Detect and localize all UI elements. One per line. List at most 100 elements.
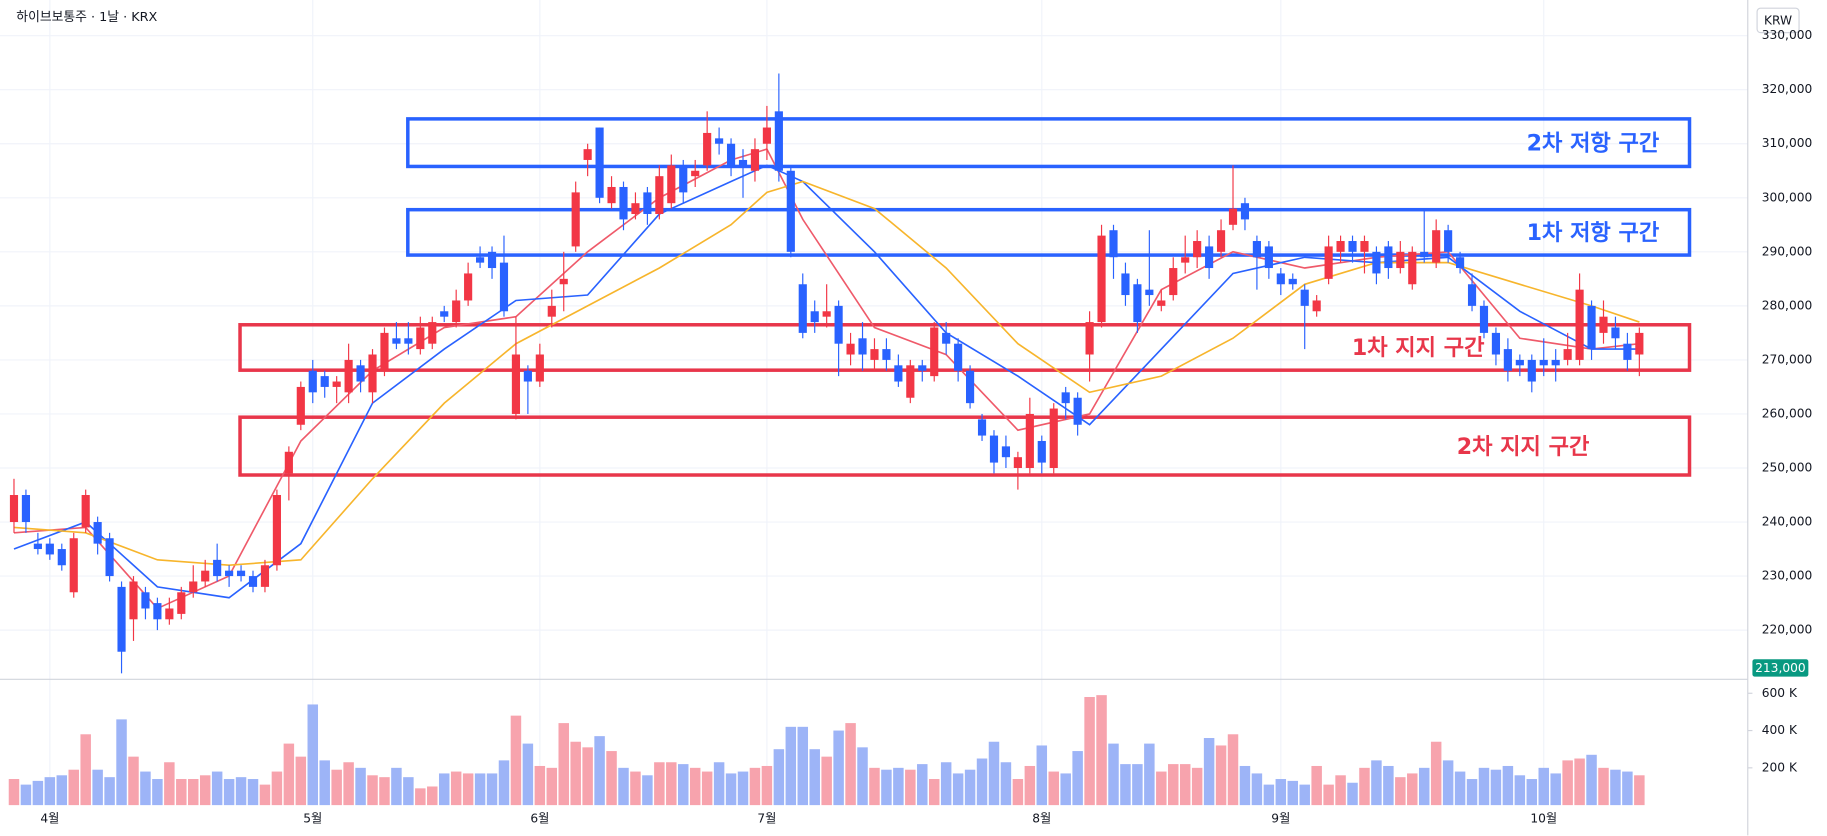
volume-bar (713, 762, 725, 806)
x-tick-label: 7월 (757, 812, 776, 826)
volume-bar (1239, 765, 1251, 806)
candle-body (296, 386, 305, 425)
volume-bar (881, 769, 892, 806)
candle-body (1515, 359, 1524, 366)
candle-body (870, 349, 879, 360)
candle-body (1288, 278, 1297, 285)
candle-body (1025, 413, 1034, 468)
candle-body (308, 370, 317, 393)
candle-body (1001, 446, 1011, 458)
volume-bar (259, 784, 271, 806)
candle-body (810, 311, 819, 323)
candle-body (428, 322, 437, 344)
volume-bar (1012, 779, 1024, 806)
chart-title: 하이브보통주 · 1날 · KRX (16, 10, 157, 25)
volume-bar (1191, 767, 1203, 806)
candle-body (1384, 246, 1393, 269)
volume-bar (725, 773, 737, 806)
volume-bar (952, 773, 964, 806)
volume-bar (8, 779, 20, 806)
candle-body (1037, 440, 1046, 463)
currency-label[interactable]: KRW (1764, 13, 1792, 27)
candle-body (332, 381, 341, 387)
candle-body (213, 559, 222, 577)
zone-box (406, 207, 1692, 257)
candle-body (129, 581, 138, 620)
candle-body (1205, 246, 1214, 269)
candle-body (1300, 289, 1309, 306)
volume-bar (1526, 779, 1538, 806)
candle-body (523, 370, 532, 382)
candle-body (1073, 397, 1082, 425)
volume-bar (1275, 779, 1287, 806)
x-tick-label: 9월 (1271, 812, 1290, 826)
volume-bar (92, 769, 103, 806)
zone-box (406, 117, 1692, 169)
volume-bar (558, 723, 569, 806)
volume-bar (68, 769, 79, 806)
candle-body (535, 354, 544, 382)
candle-body (141, 592, 150, 609)
candle-body (547, 305, 556, 317)
volume-bar (140, 771, 151, 806)
volume-bar (486, 773, 498, 806)
candle-body (954, 343, 963, 371)
volume-bar (116, 719, 127, 806)
volume-bar (44, 777, 56, 806)
volume-bar (1430, 741, 1442, 806)
volume-bar (1550, 773, 1561, 806)
x-tick-label: 10월 (1530, 812, 1557, 826)
volume-bar (809, 749, 820, 806)
volume-bar (1610, 769, 1621, 806)
volume-bar (56, 775, 68, 806)
volume-bar (1000, 762, 1012, 806)
volume-bar (510, 715, 522, 806)
y-tick-label: 320,000 (1762, 82, 1813, 96)
volume-bar (905, 769, 916, 806)
candle-body (918, 365, 927, 371)
volume-bar (20, 784, 32, 806)
candle-body (726, 143, 736, 166)
volume-bar (498, 760, 510, 806)
candle-body (774, 111, 783, 171)
volume-bar (689, 767, 701, 806)
candle-body (1396, 251, 1405, 269)
volume-bar (1060, 773, 1071, 806)
volume-bar (1478, 767, 1490, 806)
x-tick-label: 5월 (303, 812, 322, 826)
volume-bar (1514, 775, 1526, 806)
currency-button[interactable] (1756, 7, 1800, 34)
y-tick-label: 260,000 (1762, 406, 1813, 420)
candle-body (786, 170, 795, 252)
candle-body (1444, 230, 1453, 252)
candle-body (822, 311, 831, 317)
volume-bar (773, 749, 785, 806)
candle-body (1121, 273, 1130, 296)
y-tick-label: 300,000 (1762, 190, 1813, 204)
candle-body (404, 338, 413, 344)
candle-body (1623, 343, 1632, 360)
volume-bar (1371, 760, 1382, 806)
volume-bar (1156, 771, 1167, 806)
candle-body (834, 305, 843, 344)
volume-bar (1347, 782, 1358, 806)
candle-body (45, 543, 54, 555)
volume-bar (80, 734, 91, 806)
volume-bar (152, 779, 163, 806)
candle-body (1360, 241, 1369, 252)
volume-bar (1048, 771, 1059, 806)
zone-label: 1차 지지 구간 (1352, 335, 1485, 361)
volume-bar (391, 767, 402, 806)
x-tick-label: 8월 (1032, 812, 1051, 826)
candle-body (906, 365, 915, 398)
volume-bar (1263, 784, 1275, 806)
volume-bar (474, 773, 486, 806)
volume-bar (1215, 745, 1227, 806)
candle-body (607, 186, 616, 204)
volume-bar (450, 771, 462, 806)
volume-bar (343, 762, 354, 806)
candle-body (571, 192, 580, 247)
volume-bar (176, 779, 187, 806)
volume-bar (737, 771, 749, 806)
volume-bar (701, 771, 713, 806)
